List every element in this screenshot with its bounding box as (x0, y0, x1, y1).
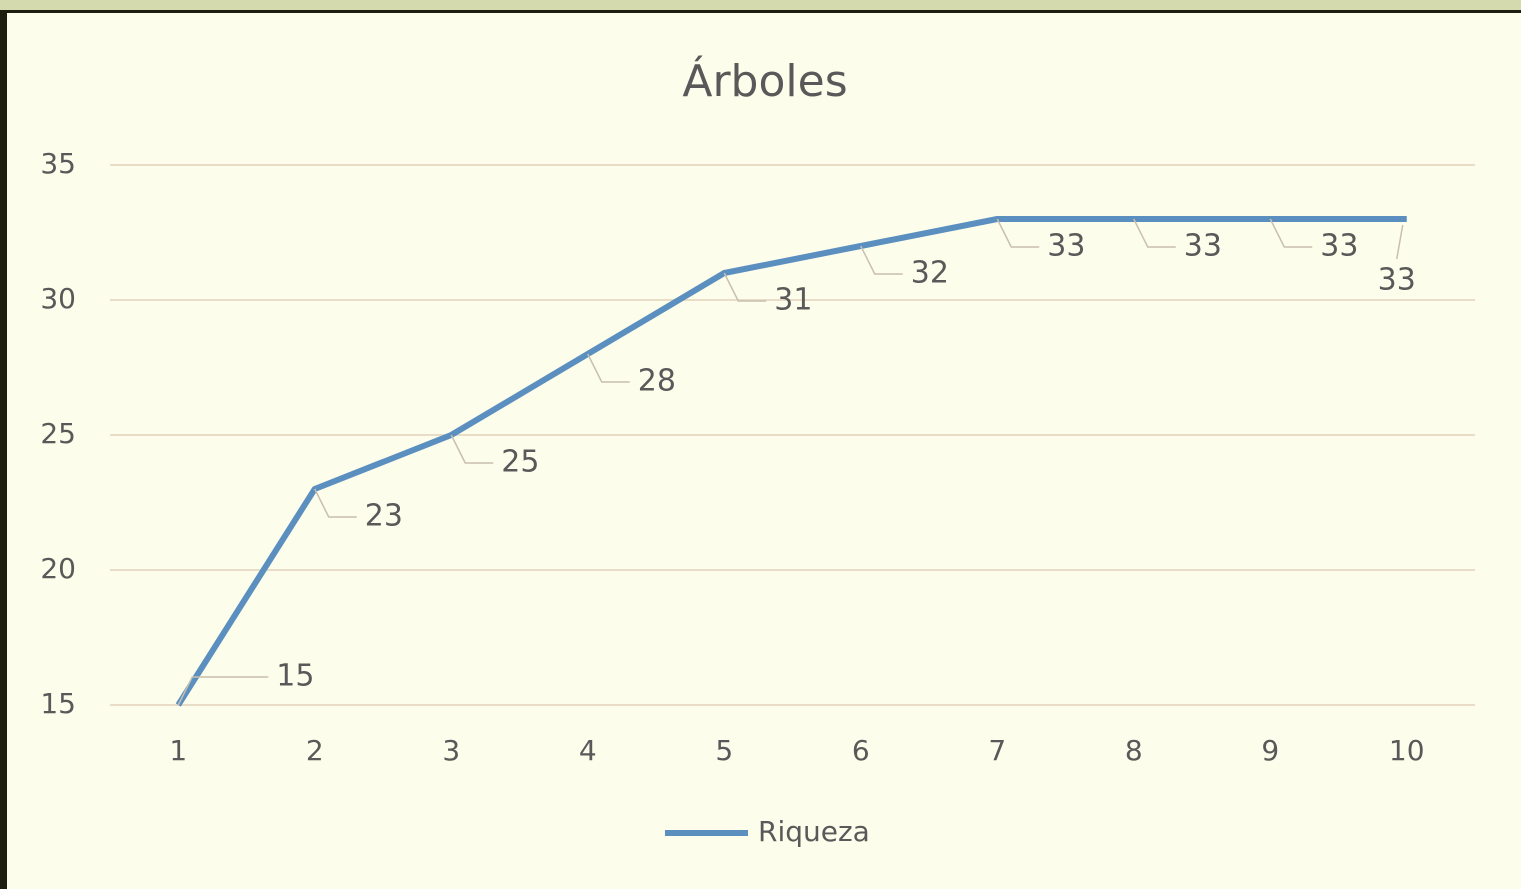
data-label: 28 (638, 364, 676, 399)
leader-line (1133, 218, 1176, 248)
data-label: 32 (911, 256, 949, 291)
data-label: 33 (1378, 263, 1416, 298)
y-tick-label: 30 (40, 282, 76, 315)
data-label: 23 (365, 499, 403, 534)
leader-line (587, 353, 630, 383)
x-tick-label: 3 (442, 734, 460, 767)
leader-line (177, 676, 269, 706)
x-tick-label: 8 (1125, 734, 1143, 767)
leader-line (723, 272, 767, 302)
leader-line (860, 245, 903, 275)
x-tick-label: 2 (306, 734, 324, 767)
data-label: 31 (774, 283, 812, 318)
x-tick-label: 1 (169, 734, 187, 767)
data-label: 33 (1047, 229, 1085, 264)
leader-line (1396, 224, 1404, 260)
x-tick-label: 7 (988, 734, 1006, 767)
chart-title: Árboles (682, 54, 847, 107)
y-tick-label: 25 (40, 417, 76, 450)
x-tick-label: 5 (715, 734, 733, 767)
x-tick-label: 10 (1389, 734, 1425, 767)
x-tick-label: 9 (1261, 734, 1279, 767)
x-tick-label: 6 (852, 734, 870, 767)
data-label: 33 (1320, 229, 1358, 264)
data-label: 33 (1184, 229, 1222, 264)
data-label: 15 (276, 659, 314, 694)
leader-line (450, 434, 494, 464)
y-tick-label: 20 (40, 552, 76, 585)
leader-line (996, 218, 1040, 248)
chart-area (7, 13, 1521, 889)
legend-label: Riqueza (758, 815, 870, 848)
y-tick-label: 35 (40, 147, 76, 180)
data-label: 25 (501, 445, 539, 480)
x-tick-label: 4 (579, 734, 597, 767)
top-strip (0, 0, 1521, 10)
leader-line (1269, 218, 1313, 248)
leader-line (314, 488, 357, 518)
series-line (175, 216, 1407, 707)
y-tick-label: 15 (40, 687, 76, 720)
